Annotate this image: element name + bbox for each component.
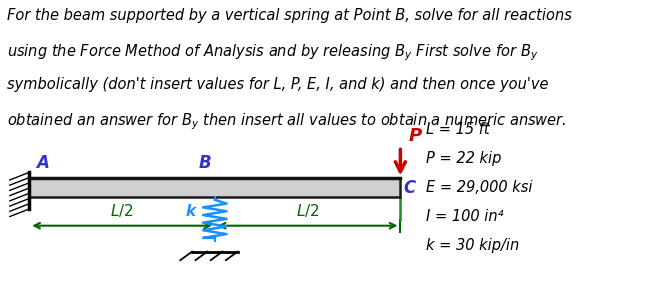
Text: symbolically (don't insert values for L, P, E, I, and k) and then once you've: symbolically (don't insert values for L,… (7, 77, 548, 92)
Text: P: P (408, 127, 421, 145)
Text: C: C (404, 178, 416, 197)
Polygon shape (29, 178, 400, 197)
Text: $L/2$: $L/2$ (296, 202, 319, 219)
Text: k = 30 kip/in: k = 30 kip/in (426, 238, 519, 253)
Text: For the beam supported by a vertical spring at Point B, solve for all reactions: For the beam supported by a vertical spr… (7, 8, 572, 23)
Text: $L/2$: $L/2$ (111, 202, 133, 219)
Text: using the Force Method of Analysis and by releasing $B_y$ First solve for $B_y$: using the Force Method of Analysis and b… (7, 42, 538, 63)
Text: E = 29,000 ksi: E = 29,000 ksi (426, 180, 533, 195)
Text: A: A (36, 154, 49, 172)
Text: P = 22 kip: P = 22 kip (426, 151, 502, 166)
Text: B: B (199, 154, 211, 172)
Text: obtained an answer for $B_y$ then insert all values to obtain a numeric answer.: obtained an answer for $B_y$ then insert… (7, 111, 566, 132)
Text: L = 15 ft: L = 15 ft (426, 122, 490, 137)
Text: I = 100 in⁴: I = 100 in⁴ (426, 209, 504, 224)
Text: k: k (186, 204, 196, 219)
